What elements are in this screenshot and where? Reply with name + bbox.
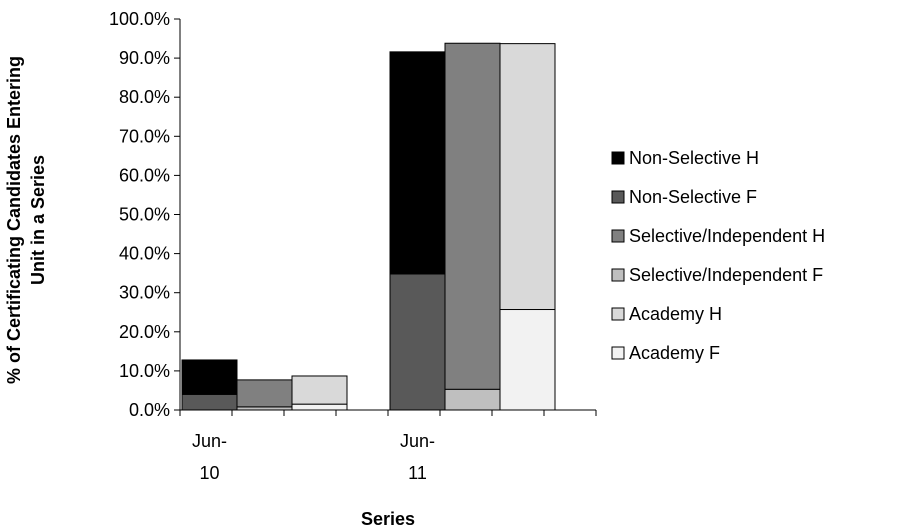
legend-swatch: [611, 307, 625, 321]
legend-label: Non-Selective H: [629, 148, 759, 168]
y-tick-label: 80.0%: [119, 87, 170, 107]
legend-label: Academy H: [629, 304, 722, 324]
bar-segment: [444, 388, 501, 411]
y-tick-label: 70.0%: [119, 126, 170, 146]
bar-segment: [291, 403, 348, 411]
legend-item: Selective/Independent F: [611, 265, 823, 285]
y-tick-label: 100.0%: [109, 9, 170, 29]
bar-segment: [181, 359, 238, 395]
legend-swatch: [611, 346, 625, 360]
bar-segment: [389, 51, 446, 275]
legend: Non-Selective H Non-Selective F Selective/…: [611, 148, 825, 363]
y-tick-label: 50.0%: [119, 205, 170, 225]
bar-segment: [389, 273, 446, 411]
bars: [181, 42, 556, 411]
legend-item: Academy F: [611, 343, 720, 363]
y-tick-label: 30.0%: [119, 283, 170, 303]
x-category-label: Jun-11: [400, 431, 435, 483]
bar-segment: [444, 42, 501, 390]
y-axis-title: % of Certificating Candidates Entering Un…: [4, 56, 48, 384]
y-tick-label: 10.0%: [119, 361, 170, 381]
bar-segment: [236, 379, 293, 408]
y-tick-label: 0.0%: [129, 400, 170, 420]
axes: [179, 19, 597, 416]
legend-swatch: [611, 229, 625, 243]
x-axis-categories: Jun-10 Jun-11: [192, 431, 435, 483]
y-axis-title-line: % of Certificating Candidates Entering: [4, 56, 24, 384]
bar-segment: [499, 43, 556, 311]
legend-label: Academy F: [629, 343, 720, 363]
y-tick-label: 40.0%: [119, 244, 170, 264]
legend-item: Non-Selective H: [611, 148, 759, 168]
legend-label: Selective/Independent H: [629, 226, 825, 246]
legend-label: Non-Selective F: [629, 187, 757, 207]
bar-segment: [291, 375, 348, 405]
legend-swatch: [611, 151, 625, 165]
legend-label: Selective/Independent F: [629, 265, 823, 285]
y-axis-ticks: 0.0% 10.0% 20.0% 30.0% 40.0% 50.0% 60.0% 70.0% 8…: [109, 9, 180, 420]
bar-segment: [181, 393, 238, 411]
legend-swatch: [611, 190, 625, 204]
y-tick-label: 90.0%: [119, 48, 170, 68]
bar-segment: [499, 309, 556, 411]
x-category-label: Jun-10: [192, 431, 227, 483]
y-tick-label: 60.0%: [119, 165, 170, 185]
legend-item: Selective/Independent H: [611, 226, 825, 246]
legend-item: Academy H: [611, 304, 722, 324]
y-axis-title-line: Unit in a Series: [28, 155, 48, 285]
legend-swatch: [611, 268, 625, 282]
legend-item: Non-Selective F: [611, 187, 757, 207]
x-axis-title: Series: [361, 509, 415, 529]
y-tick-label: 20.0%: [119, 322, 170, 342]
